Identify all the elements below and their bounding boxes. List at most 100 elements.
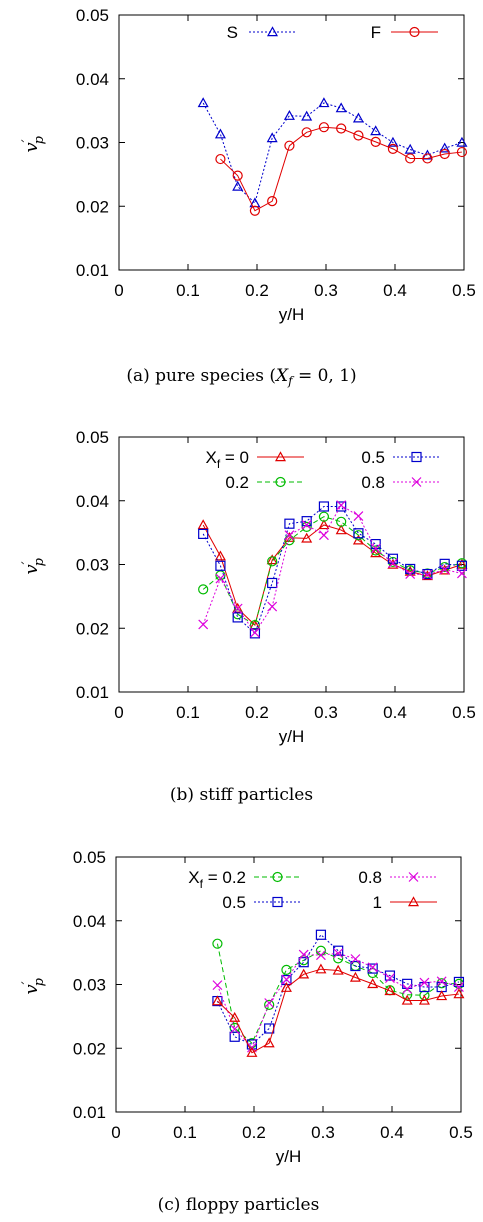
data-point — [333, 945, 344, 956]
data-point — [439, 148, 450, 160]
data-point — [387, 143, 399, 154]
data-point — [335, 102, 347, 113]
legend-marker — [274, 451, 287, 462]
data-point — [387, 136, 399, 147]
y-tick-label: 0.04 — [76, 492, 109, 511]
data-point — [283, 109, 295, 120]
figure-caption: (c) floppy particles — [158, 1195, 320, 1215]
data-point — [318, 511, 330, 522]
data-point — [232, 180, 244, 191]
legend-label: S — [227, 23, 238, 42]
data-point — [249, 205, 261, 216]
data-point — [249, 619, 261, 631]
data-point — [370, 136, 381, 147]
legend-label: 1 — [373, 893, 382, 912]
data-point — [353, 528, 364, 539]
y-tick-label: 0.05 — [73, 848, 106, 867]
x-tick-label: 0.2 — [245, 703, 269, 722]
legend-label: Xf = 0.2 — [188, 868, 246, 891]
data-point — [229, 1011, 241, 1022]
legend-marker — [408, 872, 419, 882]
x-tick-label: 0 — [114, 703, 123, 722]
x-tick-label: 0.5 — [452, 703, 476, 722]
data-point — [350, 960, 361, 972]
data-point — [264, 999, 275, 1011]
data-point — [319, 530, 329, 541]
data-point — [385, 973, 395, 984]
y-tick-label: 0.04 — [76, 70, 109, 89]
legend-label: 0.2 — [225, 473, 249, 492]
data-point — [284, 140, 295, 151]
x-axis-label: y/H — [279, 727, 305, 746]
series-3 — [198, 501, 468, 639]
plot-frame — [118, 14, 465, 271]
data-point — [232, 612, 243, 623]
y-tick-label: 0.05 — [76, 428, 109, 447]
data-point — [335, 524, 347, 535]
series-3 — [212, 948, 464, 1053]
data-point — [315, 945, 327, 956]
data-point — [370, 547, 382, 558]
data-point — [267, 577, 278, 589]
y-tick-label: 0.02 — [73, 1039, 106, 1058]
data-point — [457, 568, 467, 579]
data-point — [263, 1037, 275, 1048]
x-tick-label: 0.1 — [173, 1123, 197, 1142]
series-line — [202, 102, 463, 205]
data-point — [402, 989, 413, 1000]
data-point — [402, 984, 413, 994]
data-point — [454, 982, 464, 992]
data-point — [336, 501, 347, 512]
data-point — [453, 988, 465, 999]
data-point — [336, 123, 347, 134]
legend-marker — [272, 871, 283, 883]
data-point — [284, 530, 295, 541]
data-point — [316, 950, 326, 961]
data-point — [249, 197, 261, 208]
data-point — [266, 132, 278, 143]
legend-label: F — [371, 23, 381, 42]
data-point — [353, 130, 364, 141]
x-tick-label: 0.1 — [176, 703, 200, 722]
series-line — [220, 126, 462, 212]
data-point — [332, 964, 344, 975]
chart-panel-b: 0 0.1 0.2 0.3 0.4 0.5 0.01 0.02 0.03 0.04 0.05 y/H v… — [20, 428, 476, 805]
legend-marker — [411, 451, 422, 463]
series-line — [202, 516, 463, 626]
legend-marker — [407, 896, 420, 907]
data-point — [267, 556, 278, 567]
data-point — [281, 974, 292, 986]
legend-marker — [409, 26, 420, 38]
data-point — [214, 128, 226, 139]
data-point — [301, 532, 313, 543]
data-point — [439, 142, 451, 153]
series-line — [216, 933, 460, 1046]
data-point — [370, 125, 382, 136]
legend: Xf = 0 0.2 0.5 0.8 — [205, 448, 440, 492]
y-tick-label: 0.01 — [73, 1103, 106, 1122]
data-point — [405, 569, 416, 579]
data-point — [229, 1024, 240, 1035]
x-tick-label: 0.1 — [176, 281, 200, 300]
data-point — [349, 971, 361, 982]
x-tick-label: 0.5 — [452, 281, 476, 300]
x-tick-label: 0.4 — [383, 281, 407, 300]
series-line — [202, 505, 462, 635]
series-4 — [211, 963, 465, 1057]
data-point — [318, 122, 330, 133]
x-axis-label: y/H — [276, 1147, 302, 1166]
data-point — [336, 516, 347, 527]
legend: Xf = 0.2 0.5 0.8 1 — [188, 868, 437, 912]
y-axis-label: v′p — [20, 557, 47, 574]
data-point — [267, 601, 278, 612]
data-point — [250, 627, 260, 638]
x-tick-label: 0.4 — [380, 1123, 404, 1142]
data-point — [197, 519, 209, 530]
figure-caption: (b) stiff particles — [170, 785, 313, 805]
data-point — [315, 929, 327, 940]
data-point — [267, 196, 278, 207]
data-point — [421, 570, 433, 581]
y-tick-label: 0.05 — [76, 6, 109, 25]
y-tick-label: 0.02 — [76, 619, 109, 638]
